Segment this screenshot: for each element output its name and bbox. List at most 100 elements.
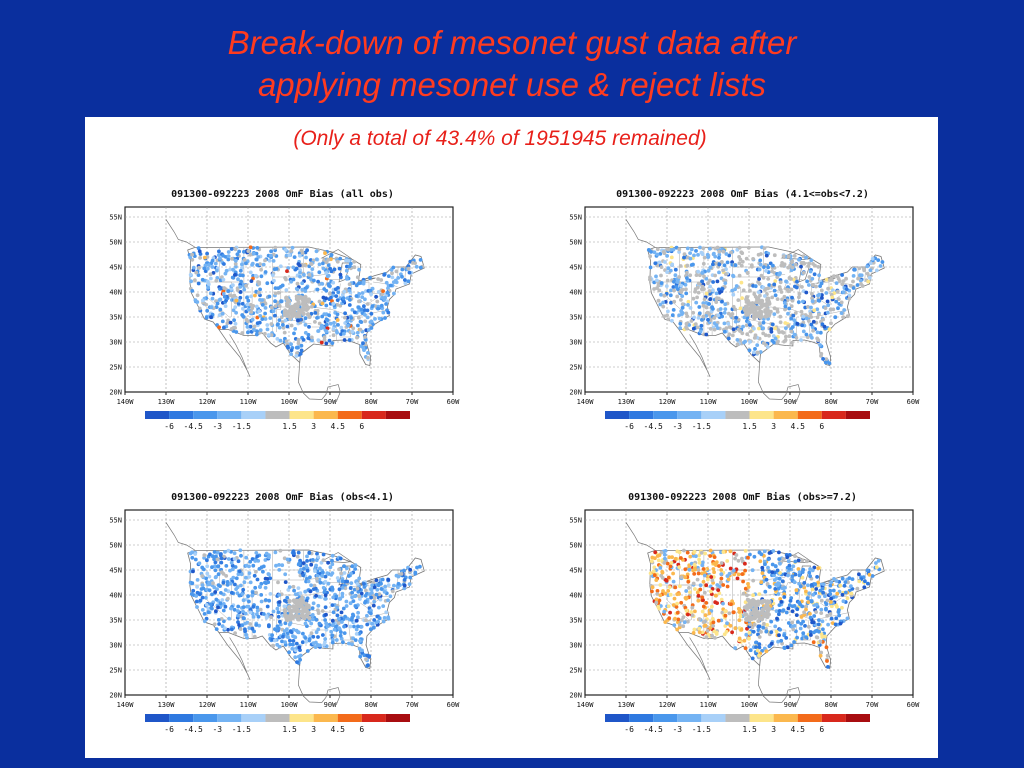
obs-dot: [337, 567, 341, 572]
obs-dot: [352, 310, 357, 315]
obs-dot: [232, 318, 237, 322]
obs-dot: [329, 629, 334, 634]
obs-dot: [215, 557, 220, 562]
obs-dot: [657, 288, 662, 293]
obs-dot: [787, 563, 792, 568]
map-low-obs: 091300-092223 2008 OmF Bias (obs<4.1) 14…: [85, 492, 480, 742]
obs-dot: [347, 282, 352, 287]
obs-dot: [237, 593, 242, 598]
obs-dot: [291, 265, 296, 270]
obs-dot: [347, 303, 352, 307]
obs-dot: [815, 575, 819, 579]
obs-dot: [241, 315, 246, 319]
obs-dot: [655, 247, 660, 252]
obs-dot: [286, 588, 291, 592]
obs-dot: [807, 283, 811, 287]
obs-dot: [331, 280, 336, 285]
obs-dot: [206, 610, 211, 615]
obs-dot: [674, 605, 679, 609]
obs-dot: [757, 592, 762, 596]
colorbar-label: 3: [771, 422, 776, 431]
obs-dot: [196, 273, 201, 277]
obs-dot: [702, 570, 707, 575]
obs-dot: [723, 609, 728, 614]
obs-dot: [331, 610, 336, 615]
obs-dot: [754, 640, 758, 645]
lat-tick-label: 35N: [109, 617, 122, 625]
obs-dot: [342, 631, 347, 635]
obs-dot: [777, 272, 781, 277]
obs-dot: [771, 263, 775, 268]
obs-dot: [733, 319, 738, 324]
obs-dot: [757, 645, 762, 650]
obs-dot: [656, 558, 661, 563]
obs-dot: [263, 598, 268, 602]
lon-tick-label: 90W: [324, 701, 337, 709]
obs-dot: [757, 635, 762, 639]
obs-dot: [330, 558, 334, 563]
obs-dot: [673, 616, 677, 621]
obs-dot: [759, 252, 763, 256]
obs-dot: [668, 564, 673, 569]
obs-dot: [251, 327, 256, 332]
obs-dot: [718, 307, 723, 311]
obs-dot: [377, 592, 382, 597]
obs-dot: [396, 574, 401, 579]
obs-dot: [269, 615, 273, 620]
obs-dot: [655, 589, 660, 593]
obs-dot: [248, 622, 253, 626]
obs-dot: [336, 290, 341, 295]
obs-dot: [294, 604, 299, 609]
obs-dot: [277, 603, 281, 607]
obs-dot: [290, 245, 295, 250]
obs-dot: [253, 559, 258, 563]
obs-dot: [260, 317, 265, 321]
obs-dot: [835, 289, 840, 294]
obs-dot: [755, 343, 760, 347]
obs-dot: [719, 576, 724, 581]
obs-dot: [790, 574, 795, 579]
slide-title: Break-down of mesonet gust data after ap…: [0, 22, 1024, 106]
obs-dot: [783, 304, 788, 309]
obs-dot: [296, 300, 301, 305]
obs-dot: [841, 290, 846, 294]
obs-dot: [222, 325, 226, 330]
obs-dot: [263, 258, 267, 263]
obs-dot: [786, 254, 791, 259]
obs-dot: [666, 309, 670, 314]
obs-dot: [357, 594, 361, 599]
obs-dot: [296, 586, 301, 590]
obs-dot: [318, 566, 322, 571]
obs-dot: [335, 605, 339, 610]
obs-dot: [729, 602, 733, 607]
obs-dot: [236, 277, 240, 282]
obs-dot: [785, 645, 790, 650]
obs-dot: [206, 285, 211, 290]
obs-dot: [793, 311, 798, 315]
obs-dot: [341, 606, 346, 611]
obs-dot: [831, 588, 836, 593]
obs-dot: [324, 627, 329, 632]
obs-dot: [666, 317, 671, 322]
obs-dot: [261, 569, 265, 574]
obs-dot: [329, 573, 334, 577]
obs-dot: [233, 273, 237, 277]
obs-dot: [306, 336, 311, 340]
obs-dot: [385, 290, 390, 295]
lon-tick-label: 70W: [866, 398, 879, 406]
obs-dot: [350, 642, 354, 647]
obs-dot: [335, 259, 340, 264]
coastline: [758, 362, 801, 403]
map-canvas: 140W 130W 120W 110W 100W 90W 80W 70W 60W55N50N45…: [109, 206, 460, 431]
obs-dot: [229, 327, 234, 331]
obs-dot: [293, 655, 298, 660]
obs-dot: [271, 309, 276, 313]
obs-dot: [376, 277, 380, 281]
obs-dot: [777, 609, 782, 613]
obs-dot: [700, 630, 705, 635]
obs-dot: [814, 610, 818, 614]
obs-dot: [845, 616, 850, 621]
obs-dot: [362, 582, 366, 586]
obs-dot: [208, 602, 213, 607]
obs-dot: [382, 273, 387, 277]
